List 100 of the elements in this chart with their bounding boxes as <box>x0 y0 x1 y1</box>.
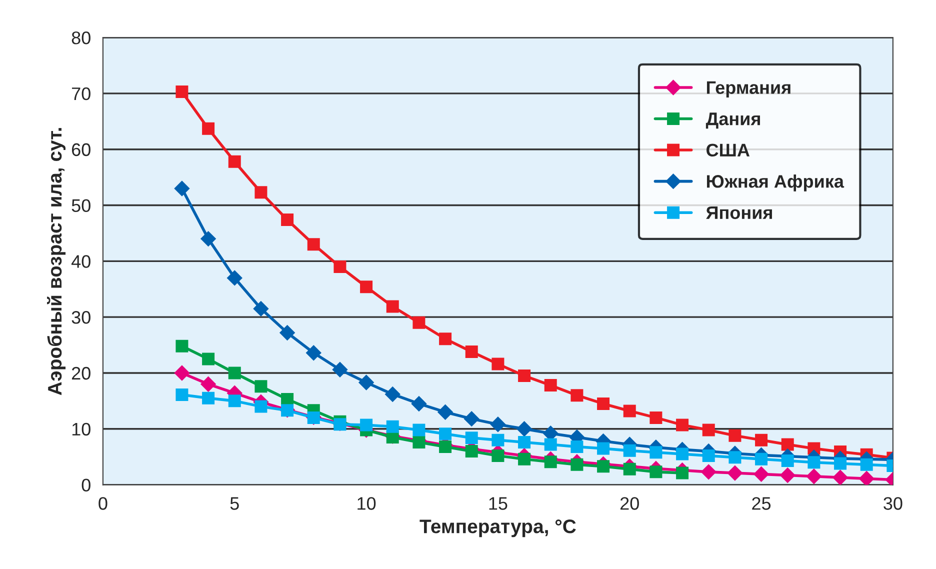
point <box>176 388 188 402</box>
x-tick-label: 0 <box>98 497 108 510</box>
point <box>439 428 452 440</box>
point <box>280 325 295 340</box>
point <box>702 424 715 436</box>
point <box>332 362 348 378</box>
point <box>438 404 453 420</box>
point <box>254 400 268 413</box>
point <box>728 451 742 464</box>
point <box>516 421 532 436</box>
x-tick-label: 5 <box>230 497 239 510</box>
point <box>623 444 636 457</box>
point <box>544 456 557 468</box>
legend-label: Дания <box>706 112 760 129</box>
point <box>174 180 190 196</box>
point <box>518 452 531 466</box>
point <box>254 380 268 393</box>
point <box>412 424 426 436</box>
point <box>174 365 190 381</box>
point <box>808 456 820 469</box>
point <box>781 438 794 451</box>
point <box>623 462 636 476</box>
point <box>623 404 636 418</box>
point <box>411 396 427 412</box>
legend-label: США <box>706 144 750 157</box>
point <box>490 416 506 432</box>
point <box>306 345 322 360</box>
point <box>492 449 504 462</box>
point <box>570 440 584 454</box>
y-tick-label: 70 <box>72 87 90 100</box>
x-tick-label: 10 <box>358 497 376 510</box>
point <box>202 122 215 135</box>
point <box>200 376 216 392</box>
y-tick-label: 0 <box>82 478 90 492</box>
x-tick-label: 30 <box>884 497 902 510</box>
point <box>597 442 610 455</box>
point <box>412 436 426 449</box>
x-tick-label: 20 <box>620 497 639 510</box>
x-axis-title: Температура, °C <box>420 519 576 538</box>
point <box>202 392 215 404</box>
x-tick-label: 25 <box>752 497 771 510</box>
y-tick-label: 60 <box>72 143 90 156</box>
point <box>228 394 241 408</box>
point <box>518 370 531 382</box>
point <box>227 270 242 286</box>
point <box>860 458 873 471</box>
point <box>385 386 400 402</box>
point <box>544 379 557 392</box>
point <box>650 411 662 424</box>
point <box>281 214 294 226</box>
point <box>834 457 847 470</box>
point <box>676 466 689 480</box>
y-tick-label: 10 <box>72 422 90 436</box>
legend-label: Южная Африка <box>706 174 844 192</box>
point <box>755 434 768 446</box>
point <box>492 434 504 446</box>
point <box>597 397 610 410</box>
point <box>727 465 743 481</box>
y-tick-label: 40 <box>71 255 90 268</box>
y-tick-label: 50 <box>72 199 90 212</box>
point <box>464 411 480 426</box>
point <box>307 238 320 251</box>
point <box>518 436 531 449</box>
point <box>386 300 399 313</box>
point <box>228 366 241 380</box>
point <box>728 429 742 442</box>
point <box>253 301 269 316</box>
legend-label: Германия <box>706 81 790 98</box>
point <box>465 345 478 358</box>
point <box>781 454 794 467</box>
point <box>334 418 346 431</box>
point <box>544 438 557 451</box>
point <box>650 466 662 478</box>
point <box>386 420 399 433</box>
point <box>254 186 268 199</box>
point <box>702 449 715 462</box>
point <box>676 418 689 432</box>
point <box>650 446 662 459</box>
point <box>202 352 215 366</box>
point <box>465 432 478 444</box>
point <box>780 468 796 483</box>
point <box>358 374 374 390</box>
point <box>701 464 716 480</box>
point <box>492 358 504 370</box>
point <box>360 418 373 432</box>
x-tick-label: 15 <box>489 497 508 510</box>
point <box>176 86 188 98</box>
y-axis-title: Аэробный возраст ила, сут. <box>47 128 66 396</box>
point <box>755 452 768 466</box>
point <box>597 460 610 473</box>
point <box>412 316 426 329</box>
point <box>859 471 874 485</box>
point <box>200 231 216 246</box>
point <box>676 448 689 460</box>
point <box>570 458 584 471</box>
y-tick-label: 30 <box>72 311 90 324</box>
point <box>439 332 452 346</box>
point <box>465 444 478 458</box>
point <box>806 468 822 484</box>
point <box>334 260 346 274</box>
